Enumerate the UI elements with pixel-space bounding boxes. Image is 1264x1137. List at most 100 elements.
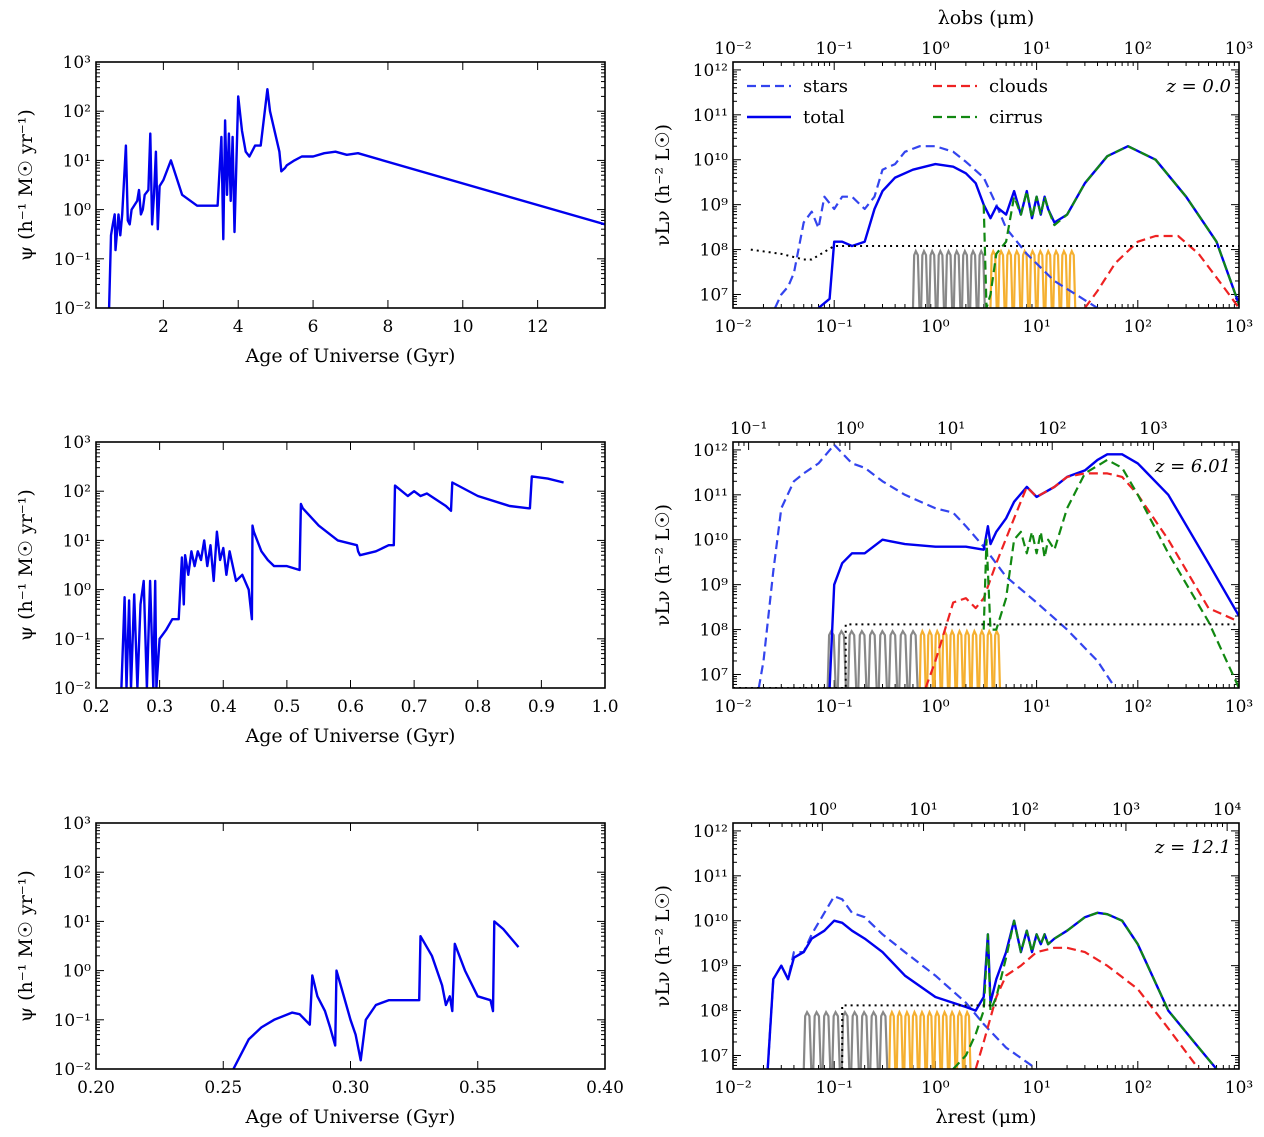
filter-curve bbox=[1067, 248, 1077, 308]
x-tick-label: 0.5 bbox=[273, 697, 300, 717]
x-tick-label: 12 bbox=[527, 317, 549, 337]
series-clouds bbox=[974, 946, 1200, 1069]
filter-curve bbox=[948, 1009, 957, 1069]
x-tick-label: 0.9 bbox=[528, 697, 555, 717]
series-sfr bbox=[232, 920, 520, 1069]
filter-curve bbox=[1020, 248, 1030, 308]
filter-curve bbox=[821, 1009, 832, 1069]
x-tick-label: 10⁻² bbox=[714, 317, 751, 337]
filter-curve bbox=[918, 1009, 927, 1069]
filter-curve bbox=[802, 1009, 813, 1069]
filter-curve bbox=[993, 628, 1002, 688]
x-tick-label: 10² bbox=[1124, 697, 1152, 717]
x-tick-label: 10³ bbox=[1225, 1078, 1253, 1098]
x-axis-title: λrest (μm) bbox=[936, 1106, 1037, 1128]
filter-curve bbox=[847, 628, 858, 688]
redshift-label: z = 6.01 bbox=[1154, 456, 1231, 477]
y-tick-label: 10⁰ bbox=[63, 201, 92, 221]
legend-label-total: total bbox=[803, 107, 845, 128]
x-tick-label: 0.6 bbox=[337, 697, 364, 717]
filter-curve bbox=[859, 1009, 870, 1069]
x-axis-title: Age of Universe (Gyr) bbox=[245, 345, 456, 367]
filter-curve bbox=[926, 628, 935, 688]
y-axis-title: νLν (h⁻² L☉) bbox=[652, 885, 674, 1007]
x-tick-label: 10⁻¹ bbox=[815, 317, 852, 337]
series-sfr bbox=[120, 475, 564, 688]
x-tick-label: 10⁰ bbox=[921, 1078, 950, 1098]
top-tick-label: 10¹ bbox=[937, 419, 965, 439]
filter-curve bbox=[850, 1009, 860, 1069]
plot-frame bbox=[732, 441, 1240, 689]
y-tick-label: 10⁻¹ bbox=[54, 250, 91, 270]
top-tick-label: 10⁻¹ bbox=[730, 419, 767, 439]
top-tick-label: 10⁻¹ bbox=[815, 39, 852, 59]
legend-label-cirrus: cirrus bbox=[989, 107, 1043, 128]
filter-curve bbox=[908, 628, 919, 688]
y-tick-label: 10⁸ bbox=[700, 1002, 729, 1022]
y-tick-label: 10⁻² bbox=[54, 299, 91, 319]
top-axis-title: λobs (μm) bbox=[938, 7, 1035, 29]
series-threshold bbox=[733, 623, 1239, 688]
y-tick-label: 10⁷ bbox=[700, 665, 729, 685]
top-tick-label: 10² bbox=[1124, 39, 1152, 59]
filter-curve bbox=[963, 1009, 972, 1069]
y-axis-title: ψ (h⁻¹ M☉ yr⁻¹) bbox=[15, 489, 37, 641]
filter-curve bbox=[903, 1009, 912, 1069]
filter-curve bbox=[955, 1009, 965, 1069]
filter-curve bbox=[1036, 248, 1045, 308]
filter-curve bbox=[918, 628, 927, 688]
x-tick-label: 10¹ bbox=[1022, 317, 1050, 337]
filter-curve bbox=[963, 628, 972, 688]
plot-frame bbox=[732, 61, 1240, 309]
y-tick-label: 10⁰ bbox=[63, 581, 92, 601]
top-tick-label: 10³ bbox=[1225, 39, 1253, 59]
y-tick-label: 10⁻² bbox=[54, 679, 91, 699]
filter-curve bbox=[978, 628, 987, 688]
y-axis-title: ψ (h⁻¹ M☉ yr⁻¹) bbox=[15, 870, 37, 1022]
x-tick-label: 10⁰ bbox=[921, 697, 950, 717]
series-cirrus bbox=[982, 458, 1239, 688]
x-tick-label: 0.3 bbox=[146, 697, 173, 717]
x-axis-title: Age of Universe (Gyr) bbox=[245, 1106, 456, 1128]
y-tick-label: 10¹¹ bbox=[693, 486, 728, 506]
x-tick-label: 10 bbox=[452, 317, 474, 337]
y-tick-label: 10⁻¹ bbox=[54, 1011, 91, 1031]
filter-curve bbox=[948, 628, 957, 688]
y-tick-label: 10¹² bbox=[693, 822, 728, 842]
y-tick-label: 10⁸ bbox=[700, 241, 729, 261]
filter-curve bbox=[887, 628, 899, 688]
legend-label-stars: stars bbox=[803, 76, 848, 97]
x-tick-label: 0.2 bbox=[82, 697, 109, 717]
top-tick-label: 10³ bbox=[1112, 800, 1140, 820]
x-tick-label: 10¹ bbox=[1022, 1078, 1050, 1098]
filter-curve bbox=[911, 248, 921, 308]
redshift-label: z = 0.0 bbox=[1165, 76, 1231, 97]
filter-curve bbox=[955, 628, 964, 688]
x-tick-label: 10⁻² bbox=[714, 1078, 751, 1098]
filter-curve bbox=[1028, 248, 1038, 308]
filter-curve bbox=[910, 1009, 919, 1069]
y-tick-label: 10⁷ bbox=[700, 1046, 729, 1066]
series-total bbox=[766, 911, 1218, 1069]
filter-curve bbox=[857, 628, 868, 688]
x-tick-label: 4 bbox=[233, 317, 244, 337]
top-tick-label: 10⁴ bbox=[1213, 800, 1242, 820]
y-tick-label: 10¹² bbox=[693, 441, 728, 461]
series-threshold bbox=[750, 245, 1239, 261]
filter-curve bbox=[969, 248, 978, 308]
y-tick-label: 10² bbox=[63, 863, 91, 883]
redshift-label: z = 12.1 bbox=[1154, 837, 1231, 858]
series-total bbox=[817, 145, 1239, 308]
x-tick-label: 0.20 bbox=[77, 1078, 115, 1098]
y-tick-label: 10¹⁰ bbox=[693, 912, 728, 932]
y-tick-label: 10³ bbox=[63, 433, 91, 453]
x-axis-title: Age of Universe (Gyr) bbox=[245, 725, 456, 747]
x-tick-label: 10³ bbox=[1225, 317, 1253, 337]
y-tick-label: 10¹⁰ bbox=[693, 531, 728, 551]
y-axis-title: νLν (h⁻² L☉) bbox=[652, 504, 674, 626]
y-tick-label: 10³ bbox=[63, 53, 91, 73]
series-sfr bbox=[107, 88, 605, 308]
x-tick-label: 10⁻¹ bbox=[815, 1078, 852, 1098]
